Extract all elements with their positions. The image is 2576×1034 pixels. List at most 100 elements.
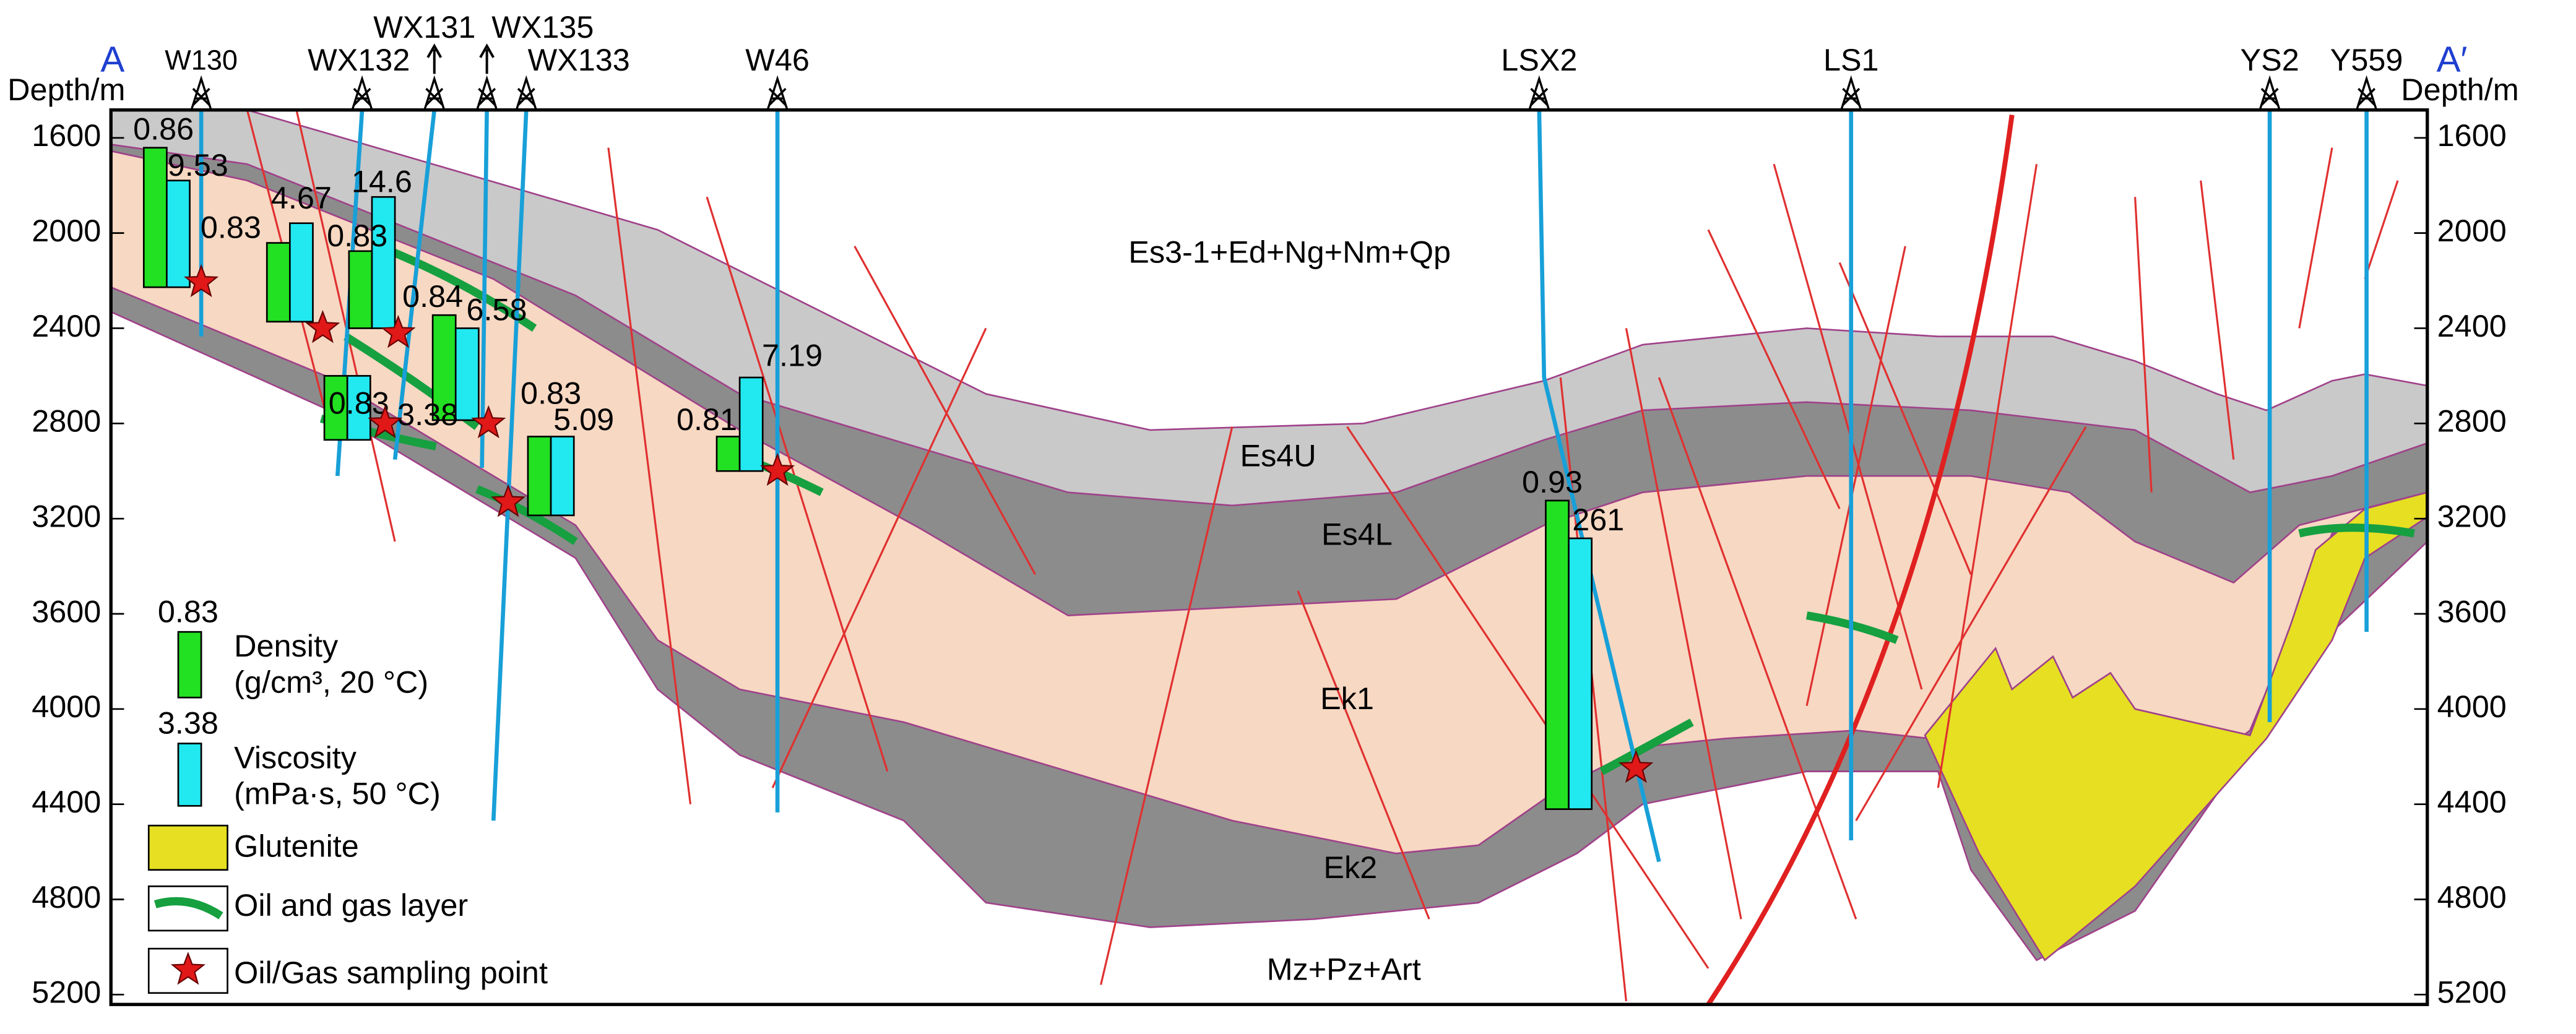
viscosity-label: 5.09 bbox=[553, 402, 614, 437]
fault bbox=[771, 327, 987, 788]
axis-title: Depth/m bbox=[2401, 72, 2518, 107]
viscosity-bar bbox=[550, 436, 575, 517]
legend-swatch bbox=[153, 897, 223, 920]
fault bbox=[607, 147, 692, 804]
tick-label: 4000 bbox=[32, 689, 101, 724]
density-bar bbox=[266, 242, 291, 323]
layer-label: Ek1 bbox=[1320, 681, 1374, 716]
viscosity-label: 14.6 bbox=[352, 163, 412, 199]
fault bbox=[1658, 377, 1857, 920]
fault bbox=[1805, 246, 1906, 706]
derrick bbox=[351, 75, 373, 111]
axis-title: Depth/m bbox=[7, 72, 125, 107]
tick-label: 2400 bbox=[2437, 308, 2507, 343]
legend-swatch bbox=[170, 952, 205, 985]
well-name: W130 bbox=[165, 45, 238, 76]
well-name: YS2 bbox=[2241, 42, 2299, 77]
density-label: 0.83 bbox=[201, 210, 261, 245]
density-bar bbox=[348, 250, 373, 329]
tick-label: 5200 bbox=[32, 975, 101, 1010]
fault bbox=[1100, 426, 1234, 985]
layer-label: Es3-1+Ed+Ng+Nm+Qp bbox=[1128, 234, 1451, 269]
tick-label: 4000 bbox=[2437, 689, 2507, 724]
legend-value: 3.38 bbox=[158, 705, 218, 741]
tick-label: 3200 bbox=[2437, 498, 2507, 533]
well bbox=[1537, 110, 1661, 863]
legend-label: Glutenite bbox=[234, 829, 359, 864]
arrow bbox=[426, 43, 443, 74]
arrow bbox=[479, 43, 495, 74]
derrick bbox=[423, 75, 446, 111]
legend-swatch bbox=[177, 631, 202, 699]
viscosity-bar bbox=[454, 327, 480, 421]
derrick bbox=[2258, 75, 2281, 111]
legend-label: (mPa·s, 50 °C) bbox=[234, 776, 441, 811]
fault bbox=[1625, 328, 1742, 920]
well-name: Y559 bbox=[2330, 42, 2403, 77]
well bbox=[491, 110, 529, 821]
legend: 0.83 Density (g/cm³, 20 °C) 3.38 Viscosi… bbox=[147, 593, 548, 994]
tick-label: 4800 bbox=[2437, 879, 2507, 915]
well-name: W46 bbox=[745, 42, 810, 77]
tick-label: 2400 bbox=[32, 308, 101, 343]
fault bbox=[1346, 426, 1709, 969]
legend-label: Oil/Gas sampling point bbox=[234, 955, 548, 990]
section-end: A′ bbox=[2437, 40, 2468, 80]
well-name: WX132 bbox=[308, 42, 410, 77]
oil-layer bbox=[475, 485, 578, 545]
fault bbox=[1773, 163, 1923, 690]
viscosity-label: 9.53 bbox=[168, 147, 228, 183]
fault bbox=[1297, 590, 1430, 920]
density-bar bbox=[142, 147, 168, 288]
fault bbox=[854, 246, 1036, 575]
derrick bbox=[766, 75, 789, 111]
viscosity-bar bbox=[346, 375, 371, 441]
tick-label: 2000 bbox=[32, 213, 101, 248]
viscosity-label: 6.58 bbox=[467, 291, 527, 327]
legend-label: Density bbox=[234, 628, 339, 663]
legend-label: Oil and gas layer bbox=[234, 887, 468, 923]
density-label: 0.81 bbox=[676, 402, 737, 437]
tick-label: 4800 bbox=[32, 879, 101, 915]
fault bbox=[1937, 163, 2038, 788]
density-label: 0.84 bbox=[402, 278, 463, 314]
tick-label: 5200 bbox=[2437, 975, 2507, 1010]
density-bar bbox=[527, 436, 552, 517]
sampling-point bbox=[491, 484, 526, 517]
tick-label: 3600 bbox=[2437, 593, 2507, 629]
stratum bbox=[110, 310, 2429, 1006]
viscosity-bar bbox=[289, 222, 314, 323]
viscosity-bar bbox=[738, 376, 764, 472]
legend-label: Viscosity bbox=[234, 739, 357, 775]
sampling-point bbox=[368, 405, 403, 439]
density-bar bbox=[715, 436, 741, 472]
density-label: 0.83 bbox=[521, 376, 581, 411]
fault bbox=[2364, 180, 2399, 280]
well-name: WX133 bbox=[528, 42, 630, 77]
fault bbox=[1838, 262, 1972, 575]
well bbox=[480, 110, 489, 468]
tick-label: 4400 bbox=[2437, 784, 2507, 819]
sampling-point bbox=[471, 405, 506, 439]
derrick bbox=[2356, 75, 2378, 111]
viscosity-bar bbox=[1568, 537, 1593, 810]
viscosity-label: 4.67 bbox=[271, 180, 332, 215]
well-name: LSX2 bbox=[1501, 42, 1577, 77]
sampling-point bbox=[305, 309, 340, 343]
tick-label: 2800 bbox=[32, 403, 101, 439]
viscosity-label: 7.19 bbox=[762, 338, 823, 373]
viscosity-label: 261 bbox=[1572, 502, 1624, 537]
frame bbox=[109, 108, 2429, 1006]
fault bbox=[1706, 114, 2015, 1006]
legend-swatch bbox=[177, 743, 202, 807]
derrick bbox=[1528, 75, 1550, 111]
legend-value: 0.83 bbox=[158, 593, 218, 629]
tick-label: 2000 bbox=[2437, 213, 2507, 248]
legend-swatch bbox=[147, 824, 228, 871]
derrick bbox=[1840, 75, 1862, 111]
oil-layer bbox=[2298, 523, 2415, 538]
density-bar bbox=[1545, 499, 1570, 810]
well bbox=[392, 110, 437, 460]
density-label: 0.86 bbox=[133, 111, 194, 147]
